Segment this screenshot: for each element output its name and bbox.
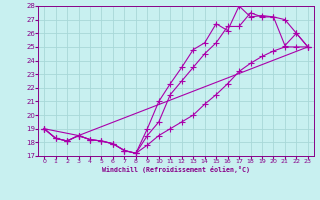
X-axis label: Windchill (Refroidissement éolien,°C): Windchill (Refroidissement éolien,°C)	[102, 166, 250, 173]
